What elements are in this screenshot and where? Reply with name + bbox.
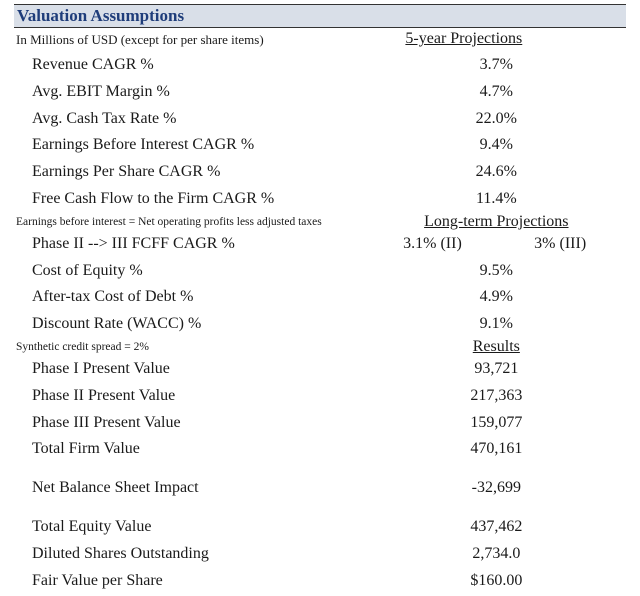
- phase3-value: 3% (III): [496, 232, 624, 257]
- row-value: 470,161: [369, 437, 624, 462]
- subhead-row: In Millions of USD (except for per share…: [14, 30, 626, 52]
- table-row: Diluted Shares Outstanding2,734.0: [14, 541, 626, 568]
- row-value: 11.4%: [369, 187, 624, 212]
- table-row: Net Balance Sheet Impact-32,699: [14, 475, 626, 502]
- row-value: 24.6%: [369, 160, 624, 185]
- row-label: Net Balance Sheet Impact: [16, 476, 369, 501]
- table-row: Phase III Present Value159,077: [14, 410, 626, 437]
- row-label: Revenue CAGR %: [16, 53, 369, 78]
- five-year-projections: Revenue CAGR %3.7%Avg. EBIT Margin %4.7%…: [14, 52, 626, 213]
- table-row: Cost of Equity %9.5%: [14, 258, 626, 285]
- section-title: Valuation Assumptions: [17, 6, 184, 25]
- row-value: 4.7%: [369, 80, 624, 105]
- row-label: Earnings Per Share CAGR %: [16, 160, 369, 185]
- phase-fcff-row: Phase II --> III FCFF CAGR % 3.1% (II) 3…: [14, 231, 626, 258]
- table-row: Total Equity Value437,462: [14, 514, 626, 541]
- row-label: Diluted Shares Outstanding: [16, 542, 369, 567]
- row-label: Phase II Present Value: [16, 384, 369, 409]
- row-value-split: 3.1% (II) 3% (III): [369, 232, 624, 257]
- table-row: Earnings Before Interest CAGR %9.4%: [14, 132, 626, 159]
- table-row: Discount Rate (WACC) %9.1%: [14, 311, 626, 338]
- row-label: Cost of Equity %: [16, 259, 369, 284]
- table-row: After-tax Cost of Debt %4.9%: [14, 284, 626, 311]
- ebit-note: Earnings before interest = Net operating…: [16, 216, 369, 228]
- row-value: 93,721: [369, 357, 624, 382]
- col-header-5yr: 5-year Projections: [264, 30, 624, 48]
- table-row: Phase I Present Value93,721: [14, 356, 626, 383]
- equity-values: Total Equity Value437,462Diluted Shares …: [14, 514, 626, 594]
- row-label: Phase I Present Value: [16, 357, 369, 382]
- row-label: After-tax Cost of Debt %: [16, 285, 369, 310]
- table-row: Earnings Per Share CAGR %24.6%: [14, 159, 626, 186]
- table-row: Total Firm Value470,161: [14, 436, 626, 463]
- table-row: Phase II Present Value217,363: [14, 383, 626, 410]
- row-value: 9.1%: [369, 312, 624, 337]
- row-label: Avg. Cash Tax Rate %: [16, 107, 369, 132]
- title-bar: Valuation Assumptions: [14, 4, 626, 28]
- row-label: Phase II --> III FCFF CAGR %: [16, 232, 369, 257]
- col-header-longterm: Long-term Projections: [369, 213, 624, 231]
- row-label: Avg. EBIT Margin %: [16, 80, 369, 105]
- table-row: Avg. Cash Tax Rate %22.0%: [14, 106, 626, 133]
- row-label: Total Equity Value: [16, 515, 369, 540]
- row-value: 3.7%: [369, 53, 624, 78]
- row-value: 217,363: [369, 384, 624, 409]
- table-row: Avg. EBIT Margin %4.7%: [14, 79, 626, 106]
- row-value: $160.00: [369, 569, 624, 594]
- col-header-results: Results: [369, 338, 624, 356]
- note-row-2: Synthetic credit spread = 2% Results: [14, 338, 626, 356]
- row-label: Fair Value per Share: [16, 569, 369, 594]
- row-value: 9.4%: [369, 133, 624, 158]
- row-value: -32,699: [369, 476, 624, 501]
- row-value: 437,462: [369, 515, 624, 540]
- row-label: Discount Rate (WACC) %: [16, 312, 369, 337]
- row-value: 2,734.0: [369, 542, 624, 567]
- phase2-value: 3.1% (II): [369, 232, 497, 257]
- row-value: 22.0%: [369, 107, 624, 132]
- row-value: 159,077: [369, 411, 624, 436]
- table-row: Fair Value per Share$160.00: [14, 568, 626, 595]
- row-label: Phase III Present Value: [16, 411, 369, 436]
- note-row-1: Earnings before interest = Net operating…: [14, 213, 626, 231]
- table-row: Revenue CAGR %3.7%: [14, 52, 626, 79]
- row-label: Earnings Before Interest CAGR %: [16, 133, 369, 158]
- table-row: Free Cash Flow to the Firm CAGR %11.4%: [14, 186, 626, 213]
- row-value: 4.9%: [369, 285, 624, 310]
- balance-sheet-impact: Net Balance Sheet Impact-32,699: [14, 475, 626, 502]
- present-values: Phase I Present Value93,721Phase II Pres…: [14, 356, 626, 463]
- units-note: In Millions of USD (except for per share…: [16, 32, 264, 48]
- long-term-projections: Cost of Equity %9.5%After-tax Cost of De…: [14, 258, 626, 338]
- spread-note: Synthetic credit spread = 2%: [16, 341, 369, 353]
- row-value: 9.5%: [369, 259, 624, 284]
- row-label: Total Firm Value: [16, 437, 369, 462]
- row-label: Free Cash Flow to the Firm CAGR %: [16, 187, 369, 212]
